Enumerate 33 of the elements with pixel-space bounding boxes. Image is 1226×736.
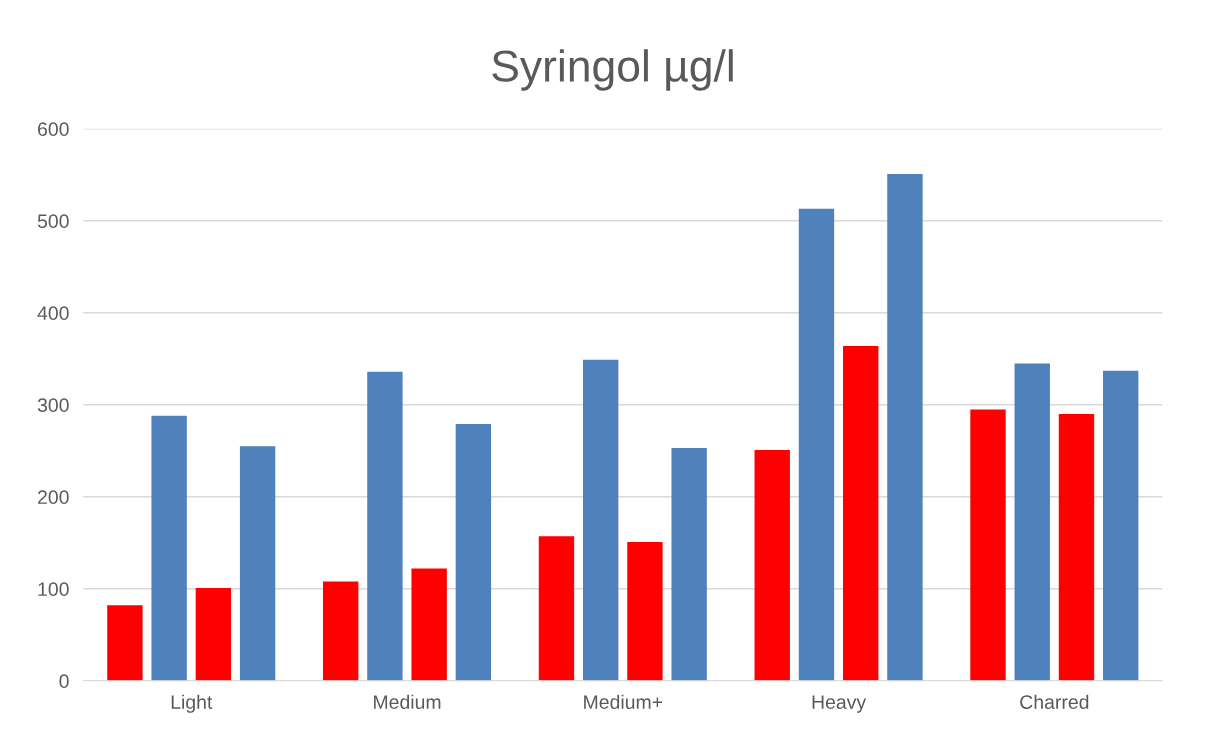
y-tick-label: 600 xyxy=(38,122,69,137)
bar xyxy=(798,208,835,681)
y-tick-label: 500 xyxy=(37,214,69,229)
bar xyxy=(195,587,232,681)
bar xyxy=(583,359,619,681)
y-tick-label: 300 xyxy=(37,398,69,413)
x-tick-label: Medium xyxy=(374,694,441,709)
y-tick-label: 200 xyxy=(38,490,69,505)
x-tick-label: Heavy xyxy=(812,695,867,713)
bar xyxy=(843,345,879,681)
bar xyxy=(671,448,707,681)
bar xyxy=(239,446,276,681)
bar xyxy=(1103,370,1139,681)
bar xyxy=(411,568,447,681)
bar xyxy=(322,581,359,681)
x-tick-label: Light xyxy=(171,694,213,713)
x-tick-label: Charred xyxy=(1020,694,1089,709)
y-tick-label: 400 xyxy=(37,306,69,321)
bar xyxy=(754,449,790,681)
bar xyxy=(455,424,492,681)
bar xyxy=(151,415,187,681)
bar xyxy=(970,409,1006,681)
chart-title: Syringol µg/l xyxy=(492,49,733,91)
bar xyxy=(627,541,663,681)
y-tick-label: 0 xyxy=(59,674,69,689)
bar xyxy=(1058,414,1095,681)
bar xyxy=(1014,363,1050,681)
y-tick-label: 100 xyxy=(38,582,69,597)
bar xyxy=(538,536,575,681)
bar xyxy=(107,605,143,681)
x-tick-label: Medium+ xyxy=(584,694,663,709)
bar xyxy=(367,371,403,681)
bar xyxy=(887,173,923,681)
